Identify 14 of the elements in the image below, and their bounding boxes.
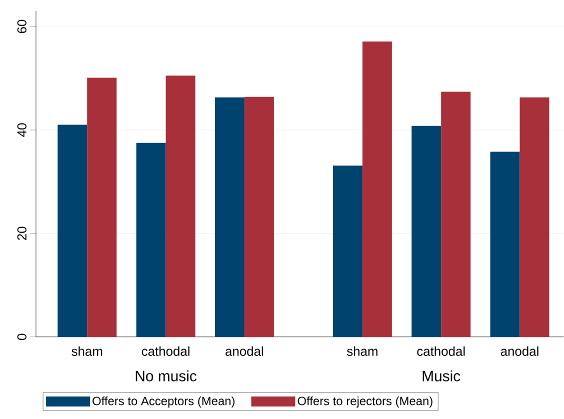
text: Music: [422, 370, 460, 382]
y-tick-label: 60: [17, 20, 26, 34]
x-tick-label: anodal: [500, 346, 538, 356]
text: No music: [136, 370, 196, 382]
x-tick-label: cathodal: [142, 346, 190, 356]
legend-label: Offers to rejectors (Mean): [298, 396, 432, 408]
x-tick-label: cathodal: [417, 346, 465, 356]
legend-label: Offers to Acceptors (Mean): [92, 396, 234, 408]
x-tick-label: sham: [72, 346, 102, 356]
y-tick-label: 0: [17, 334, 26, 340]
x-tick-label: anodal: [226, 346, 264, 356]
y-tick-label: 20: [17, 226, 26, 240]
y-tick-label: 40: [17, 123, 26, 137]
x-tick-label: sham: [346, 346, 378, 356]
